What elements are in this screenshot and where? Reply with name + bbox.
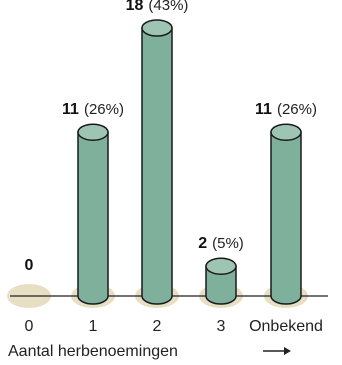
x-tick-label: Onbekend	[249, 318, 323, 335]
x-tick-label: 0	[25, 318, 34, 335]
bar	[270, 123, 302, 305]
data-label: 18 (43%)	[126, 0, 189, 14]
bar	[77, 123, 109, 305]
bar-body	[77, 131, 109, 305]
x-axis-label: Aantal herbenoemingen	[8, 343, 178, 360]
data-label-count: 11	[62, 101, 79, 118]
x-tick-label: 2	[153, 318, 162, 335]
right-arrow-icon	[263, 347, 291, 355]
bar	[205, 257, 237, 305]
bar	[141, 19, 173, 305]
data-label: 0	[25, 257, 34, 274]
data-label-count: 18	[126, 0, 144, 14]
data-label-percent: (26%)	[84, 101, 124, 118]
x-tick-label: 1	[89, 318, 98, 335]
bar-body	[205, 265, 237, 305]
data-label-percent: (26%)	[277, 101, 317, 118]
data-label: 11 (26%)	[62, 101, 124, 118]
bar-top	[205, 257, 237, 275]
bar-body	[141, 27, 173, 305]
data-label-count: 0	[25, 257, 34, 274]
data-label-count: 2	[198, 235, 207, 252]
data-label: 11 (26%)	[255, 101, 317, 118]
bar-top	[270, 123, 302, 141]
data-label: 2 (5%)	[198, 235, 244, 252]
x-tick-label-group: 0 1 2 3 Onbekend	[25, 318, 323, 335]
x-tick-label: 3	[217, 318, 226, 335]
bar-top	[77, 123, 109, 141]
data-label-count: 11	[255, 101, 272, 118]
data-label-group: 0 11 (26%) 18 (43%) 2 (5%) 11 (26%)	[25, 0, 317, 274]
bar-body	[270, 131, 302, 305]
data-label-percent: (5%)	[212, 235, 244, 252]
data-label-percent: (43%)	[148, 0, 188, 14]
bar-group	[77, 19, 302, 305]
bar-top	[141, 19, 173, 37]
